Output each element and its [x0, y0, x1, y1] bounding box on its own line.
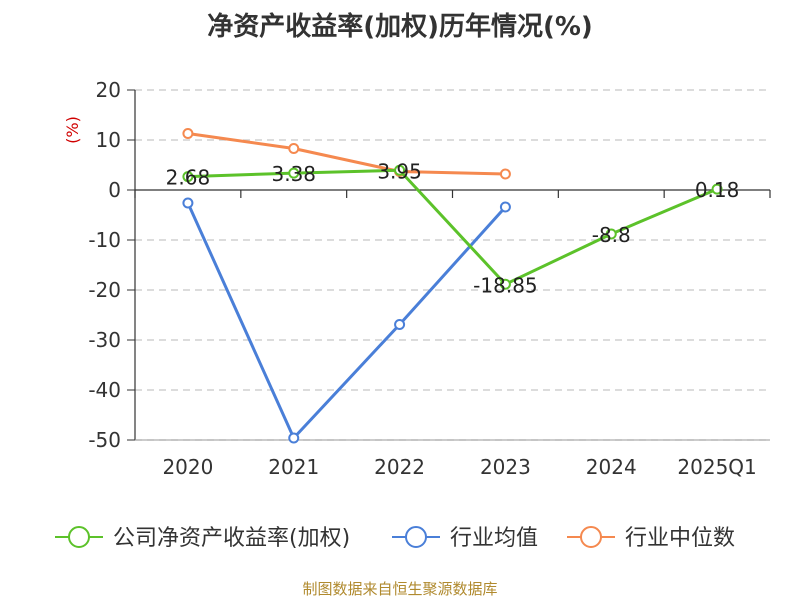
- chart-title: 净资产收益率(加权)历年情况(%): [207, 12, 593, 42]
- y-tick-label: -10: [88, 228, 121, 252]
- x-tick-label: 2024: [586, 455, 637, 479]
- y-tick-label: -50: [88, 428, 121, 452]
- x-tick-label: 2021: [268, 455, 319, 479]
- legend-marker: [405, 526, 427, 548]
- data-label: 3.95: [377, 159, 422, 183]
- data-label: 2.68: [166, 166, 211, 190]
- series-line-1: [186, 202, 507, 440]
- data-label: 0.18: [695, 178, 740, 202]
- y-tick-label: 0: [108, 178, 121, 202]
- x-tick-label: 2025Q1: [677, 455, 756, 479]
- legend-label: 公司净资产收益率(加权): [113, 526, 350, 551]
- y-tick-label: -40: [88, 378, 121, 402]
- data-point: [288, 143, 300, 154]
- data-label: -8.8: [592, 223, 631, 247]
- data-point: [711, 183, 723, 195]
- x-tick-label: 2022: [374, 455, 425, 479]
- data-point: [182, 128, 194, 139]
- y-tick-label: 20: [96, 78, 121, 102]
- data-point: [605, 228, 617, 240]
- x-tick-label: 2023: [480, 455, 531, 479]
- legend-label: 行业均值: [450, 526, 538, 551]
- data-source: 制图数据来自恒生聚源数据库: [302, 580, 498, 598]
- data-label: -18.85: [473, 273, 537, 297]
- data-point: [499, 278, 511, 290]
- data-point: [288, 432, 300, 444]
- y-axis-unit-label: (%): [63, 116, 82, 144]
- data-point: [182, 197, 194, 209]
- data-point: [394, 164, 406, 176]
- legend-marker: [68, 526, 90, 548]
- y-tick-label: -20: [88, 278, 121, 302]
- data-point: [182, 171, 194, 183]
- data-point: [499, 168, 511, 180]
- data-point: [499, 201, 511, 213]
- series-line-2: [187, 132, 506, 176]
- legend-label: 行业中位数: [625, 526, 735, 551]
- series-line-0: [187, 168, 718, 286]
- data-point: [394, 319, 406, 330]
- data-label: 3.38: [271, 162, 316, 186]
- legend-marker: [580, 526, 602, 548]
- data-point: [288, 167, 300, 179]
- y-tick-label: 10: [96, 128, 121, 152]
- y-tick-label: -30: [88, 328, 121, 352]
- x-tick-label: 2020: [162, 455, 213, 479]
